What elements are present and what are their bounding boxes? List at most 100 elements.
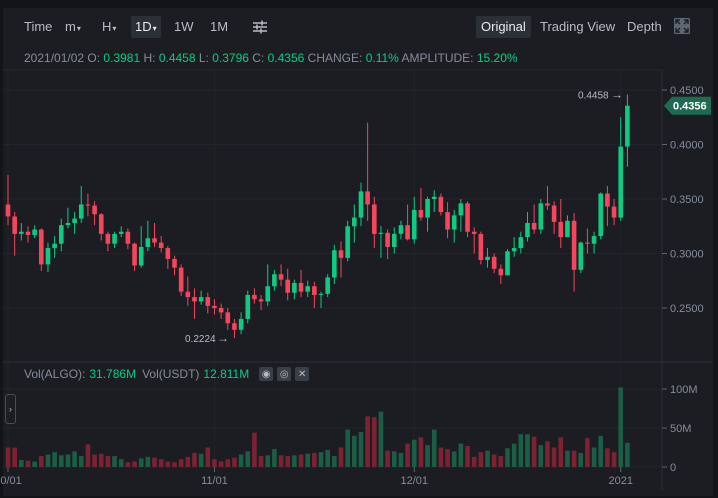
candle-body	[105, 233, 111, 244]
interval-minute-dropdown[interactable]: m▾	[61, 16, 85, 38]
volume-bar	[458, 443, 464, 467]
volume-bar	[398, 452, 404, 467]
volume-bar	[551, 447, 557, 467]
indicator-settings-button[interactable]	[248, 17, 272, 39]
interval-time[interactable]: Time	[24, 19, 53, 34]
candle-body	[558, 221, 564, 238]
candle-body	[485, 256, 490, 261]
volume-bar	[85, 444, 91, 467]
volume-bar	[39, 456, 44, 467]
candle-body	[152, 238, 157, 243]
eye-icon[interactable]: ◉	[259, 367, 274, 381]
volume-bar	[19, 459, 24, 467]
view-trading-view[interactable]: Trading View	[540, 19, 616, 34]
volume-bar	[45, 454, 51, 467]
volume-bar	[272, 449, 277, 467]
vol-algo-label: Vol(ALGO):	[24, 367, 86, 381]
volume-bar	[105, 456, 111, 467]
volume-bar	[225, 459, 231, 467]
volume-bar	[198, 453, 204, 467]
candle-body	[138, 246, 144, 266]
candle-body	[78, 204, 84, 219]
close-icon[interactable]: ✕	[295, 367, 310, 381]
volume-bar	[178, 459, 184, 467]
candle-body	[458, 203, 464, 216]
candle-body	[198, 297, 204, 302]
candle-body	[258, 299, 264, 302]
candle-body	[165, 248, 171, 259]
view-original[interactable]: Original	[476, 16, 531, 38]
volume-bar	[305, 453, 310, 467]
candle-body	[352, 217, 357, 227]
candle-body	[112, 233, 117, 244]
candle-body	[511, 248, 517, 252]
volume-info: Vol(ALGO): 31.786M Vol(USDT) 12.811M ◉ ◎…	[24, 367, 310, 381]
interval-month[interactable]: 1M	[210, 19, 229, 34]
volume-bar	[485, 450, 490, 467]
interval-week[interactable]: 1W	[174, 19, 194, 34]
chart-panel	[3, 8, 713, 496]
caret-down-icon: ▾	[76, 24, 81, 33]
volume-bar	[258, 456, 264, 467]
amplitude-value: 15.20%	[476, 51, 518, 65]
volume-bar	[451, 451, 457, 467]
volume-bar	[365, 416, 370, 467]
volume-bar	[138, 458, 144, 467]
volume-bar	[591, 447, 597, 467]
open-label: O:	[87, 51, 101, 65]
candle-body	[118, 231, 124, 234]
volume-tick-label: 50M	[670, 423, 691, 435]
vol-usdt-label: Vol(USDT)	[142, 367, 200, 381]
volume-bar	[345, 429, 350, 467]
volume-bar	[312, 452, 317, 467]
volume-bar	[425, 445, 430, 467]
volume-tick-label: 100M	[670, 384, 698, 396]
candle-body	[238, 318, 244, 330]
candle-body	[438, 196, 444, 213]
volume-bar	[132, 461, 137, 467]
sliders-icon	[253, 20, 267, 34]
interval-day-dropdown[interactable]: 1D▾	[131, 16, 161, 38]
volume-bar	[585, 438, 590, 467]
min-price-label: 0.2224	[185, 334, 216, 345]
candle-body	[278, 274, 284, 280]
volume-bar	[332, 456, 337, 467]
high-value: 0.4458	[158, 51, 196, 65]
volume-bar	[172, 462, 177, 467]
candle-body	[378, 232, 384, 234]
close-value: 0.4356	[267, 51, 305, 65]
candle-body	[205, 297, 211, 306]
info-date: 2021/01/02	[24, 51, 85, 65]
volume-bar	[245, 451, 251, 467]
volume-bar	[605, 448, 610, 467]
candle-body	[218, 308, 224, 313]
expand-sidebar-button[interactable]: ›	[5, 394, 16, 424]
volume-bar	[525, 434, 530, 467]
volume-bar	[358, 431, 364, 467]
interval-hour-dropdown[interactable]: H▾	[98, 16, 120, 38]
volume-bar	[391, 451, 397, 467]
candle-body	[365, 191, 370, 205]
candle-body	[245, 294, 251, 319]
volume-bar	[192, 452, 197, 467]
view-depth[interactable]: Depth	[627, 19, 662, 34]
settings-icon[interactable]: ◎	[277, 367, 292, 381]
candle-body	[52, 243, 57, 249]
candle-body	[98, 214, 104, 234]
volume-bar	[445, 449, 450, 467]
fullscreen-icon	[675, 19, 689, 33]
volume-bar	[252, 432, 257, 467]
candle-body	[272, 274, 277, 287]
candle-body	[518, 237, 524, 249]
fullscreen-button[interactable]	[674, 18, 690, 34]
candle-body	[265, 286, 271, 302]
volume-bar	[58, 455, 64, 467]
volume-bar	[338, 447, 344, 467]
candle-body	[398, 225, 404, 234]
close-label: C:	[252, 51, 265, 65]
volume-bar	[65, 454, 71, 467]
price-tick-label: 0.3000	[670, 249, 704, 261]
volume-bar	[531, 436, 537, 467]
candle-body	[345, 226, 350, 258]
